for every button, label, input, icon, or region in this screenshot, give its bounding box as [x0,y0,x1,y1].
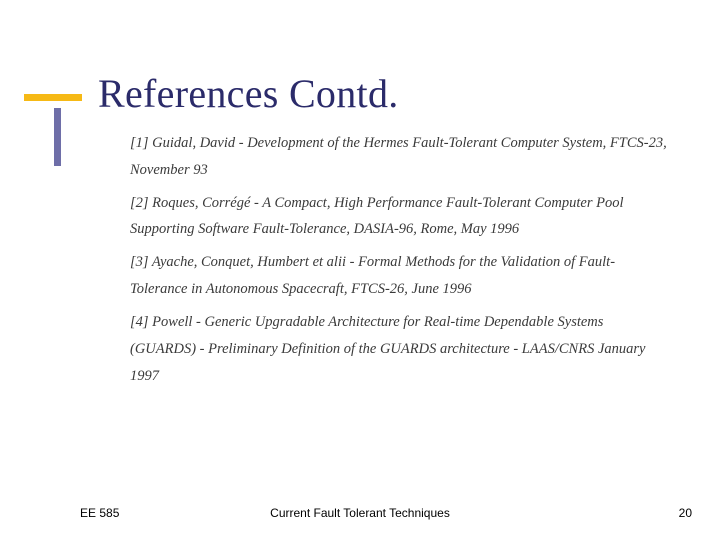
references-body: [1] Guidal, David - Development of the H… [130,130,670,395]
accent-bar-vertical [54,108,61,166]
slide: References Contd. [1] Guidal, David - De… [0,0,720,540]
footer-center: Current Fault Tolerant Techniques [0,506,720,520]
reference-item: [2] Roques, Corrégé - A Compact, High Pe… [130,190,670,244]
reference-item: [1] Guidal, David - Development of the H… [130,130,670,184]
accent-bar-horizontal [24,94,82,101]
footer-page-number: 20 [679,506,692,520]
reference-item: [4] Powell - Generic Upgradable Architec… [130,309,670,389]
slide-title: References Contd. [98,70,399,117]
reference-item: [3] Ayache, Conquet, Humbert et alii - F… [130,249,670,303]
